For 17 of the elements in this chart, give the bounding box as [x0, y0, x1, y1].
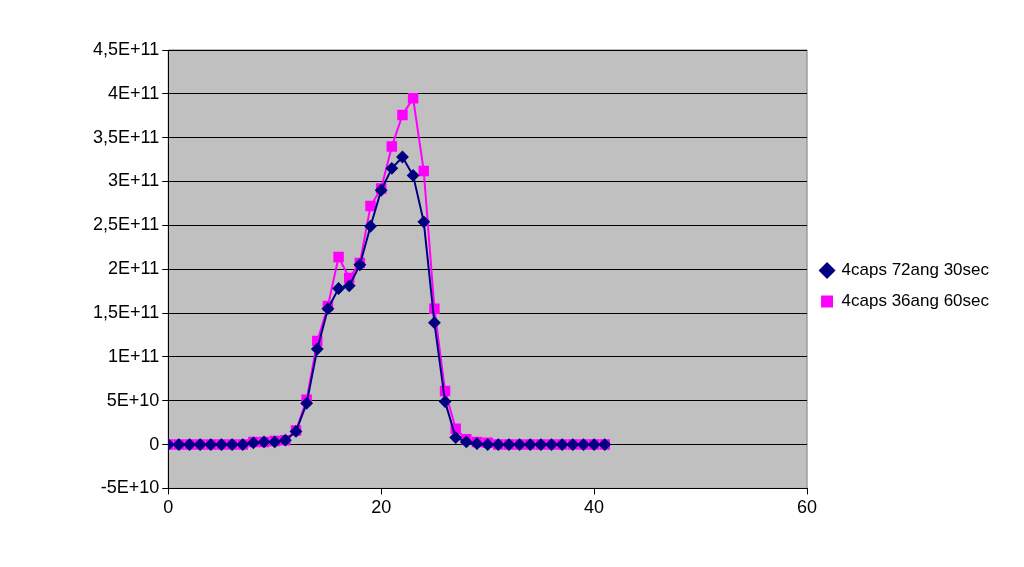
legend-label: 4caps 36ang 60sec — [841, 291, 990, 311]
y-tick-label: 3E+11 — [108, 170, 160, 191]
y-tick-label: 3,5E+11 — [92, 126, 160, 147]
y-tick-label: 0 — [149, 433, 160, 454]
x-tick-label: 60 — [797, 497, 818, 518]
y-tick-label: 2E+11 — [108, 258, 160, 279]
y-tick-label: 2,5E+11 — [92, 214, 160, 235]
y-tick-label: 4,5E+11 — [92, 38, 160, 59]
y-tick-label: 1E+11 — [108, 345, 160, 366]
y-tick-label: 4E+11 — [108, 82, 160, 103]
x-tick-label: 20 — [371, 497, 392, 518]
x-tick-label: 40 — [584, 497, 605, 518]
x-tick-label: 0 — [163, 497, 174, 518]
y-tick-label: 1,5E+11 — [92, 302, 160, 323]
y-tick-label: 5E+10 — [106, 389, 160, 410]
y-tick-label: -5E+10 — [100, 477, 160, 498]
legend-label: 4caps 72ang 30sec — [841, 260, 990, 280]
